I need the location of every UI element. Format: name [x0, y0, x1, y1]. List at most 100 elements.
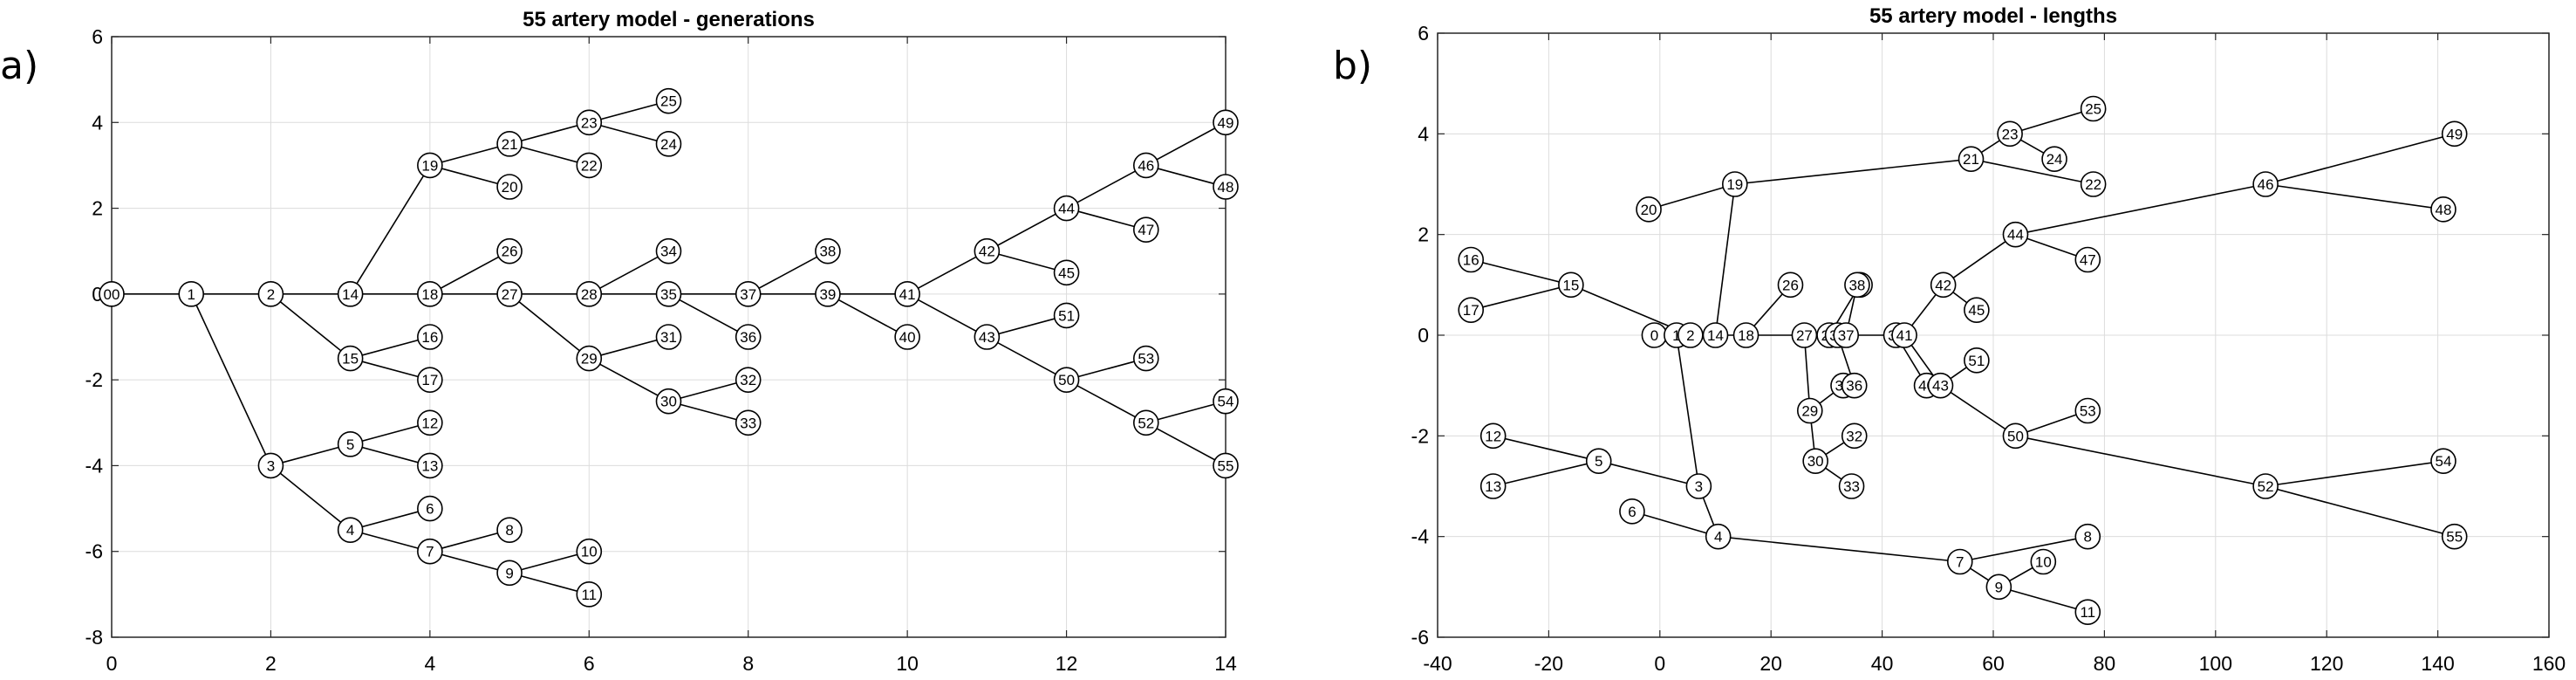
node-marker-17: [1458, 297, 1485, 323]
node-marker-20: [1636, 196, 1662, 223]
node-19: 19: [417, 152, 443, 179]
node-label-9: 9: [505, 565, 513, 581]
edge-1-3: [1676, 334, 1700, 487]
node-marker-43: [1927, 372, 1954, 399]
x-tick-label-b: 0: [1654, 652, 1665, 675]
node-label-5: 5: [1595, 453, 1602, 470]
node-38: 38: [1844, 271, 1870, 299]
node-6: 6: [1619, 498, 1645, 525]
node-20: 20: [496, 174, 523, 200]
edge-46-49: [1145, 121, 1227, 167]
node-marker-51: [1964, 347, 1990, 374]
node-55: 55: [2441, 523, 2468, 550]
node-label-45: 45: [1058, 264, 1075, 281]
node-marker-46: [1132, 152, 1159, 179]
node-49: 49: [1213, 109, 1239, 136]
y-tick-label-a: -2: [85, 368, 103, 391]
node-marker-49: [1213, 109, 1239, 136]
node-marker-34: [655, 237, 682, 264]
node-marker-43: [974, 324, 1001, 350]
node-marker-33: [1838, 473, 1865, 499]
node-marker-48: [2430, 196, 2456, 223]
node-44: 44: [2002, 221, 2029, 248]
node-label-26: 26: [502, 244, 518, 260]
edge-35-36: [668, 293, 749, 338]
x-tick-label-b: 160: [2532, 652, 2566, 675]
node-41: 41: [1891, 322, 1917, 348]
edge-42-44: [986, 207, 1067, 252]
edge-19-20: [429, 164, 510, 188]
node-38: 38: [815, 237, 841, 264]
node-47: 47: [1132, 216, 1159, 243]
edge-46-48: [2265, 183, 2444, 210]
node-label-19: 19: [421, 157, 438, 174]
edge-23-25: [589, 100, 669, 124]
node-label-7: 7: [1956, 554, 1964, 571]
node-marker-53: [2074, 397, 2101, 424]
edge-7-9: [429, 550, 510, 574]
node-label-49: 49: [1218, 114, 1234, 131]
edge-3-5: [270, 443, 351, 467]
node-35: 35: [655, 281, 682, 307]
x-tick-label-b: 40: [1871, 652, 1894, 675]
node-label-00: 00: [104, 286, 120, 303]
node-marker-6: [417, 495, 443, 522]
edge-29-30: [588, 357, 669, 402]
node-label-20: 20: [502, 179, 518, 196]
node-00: 00: [99, 281, 125, 307]
edge-18-26: [429, 251, 510, 295]
node-marker-20: [496, 174, 523, 200]
node-20: 20: [1636, 196, 1662, 223]
node-marker-41: [894, 281, 920, 307]
node-marker-4: [1705, 523, 1732, 550]
node-marker-53: [1132, 345, 1159, 372]
node-label-48: 48: [1218, 179, 1234, 196]
node-label-21: 21: [502, 136, 518, 153]
node-marker-25: [655, 87, 682, 114]
node-label-36: 36: [1846, 378, 1862, 395]
y-tick-label-b: -4: [1411, 525, 1430, 548]
node-42: 42: [974, 237, 1001, 264]
edge-15-16: [1471, 258, 1572, 286]
node-marker-10: [2030, 548, 2057, 575]
node-26: 26: [496, 237, 523, 264]
node-0: 0: [1641, 322, 1668, 348]
node-label-28: 28: [581, 286, 598, 303]
node-label-48: 48: [2436, 202, 2452, 218]
edge-3-5: [1598, 460, 1699, 487]
node-label-30: 30: [1807, 453, 1824, 470]
y-tick-label-b: 6: [1418, 22, 1429, 45]
node-label-44: 44: [1058, 201, 1075, 217]
node-marker-24: [2041, 146, 2067, 172]
node-25: 25: [2080, 95, 2107, 122]
edge-5-13: [1493, 460, 1599, 487]
node-marker-37: [1833, 322, 1859, 348]
node-31: 31: [655, 324, 682, 350]
node-marker-9: [496, 560, 523, 587]
node-10: 10: [2030, 548, 2057, 575]
node-marker-23: [1997, 120, 2023, 148]
node-25: 25: [655, 87, 682, 114]
edge-2-15: [270, 293, 352, 360]
node-label-7: 7: [426, 544, 434, 560]
panel-letter-b: b): [1333, 44, 1373, 88]
node-label-34: 34: [660, 244, 677, 260]
node-marker-42: [1930, 271, 1957, 299]
node-marker-50: [2002, 422, 2029, 450]
edge-46-48: [1145, 164, 1227, 188]
edge-21-22: [509, 143, 590, 167]
node-label-14: 14: [1707, 327, 1724, 344]
node-18: 18: [417, 281, 443, 307]
edge-52-55: [2265, 485, 2455, 538]
node-6: 6: [417, 495, 443, 522]
node-55: 55: [1213, 452, 1239, 479]
node-label-6: 6: [426, 501, 434, 518]
node-label-47: 47: [1138, 222, 1154, 238]
node-label-29: 29: [581, 351, 598, 367]
node-marker-9: [1985, 574, 2012, 601]
node-marker-54: [2430, 448, 2456, 474]
x-tick-label-b: -20: [1534, 652, 1563, 675]
node-label-17: 17: [421, 372, 438, 388]
node-45: 45: [1053, 259, 1080, 286]
node-marker-51: [1053, 302, 1080, 329]
